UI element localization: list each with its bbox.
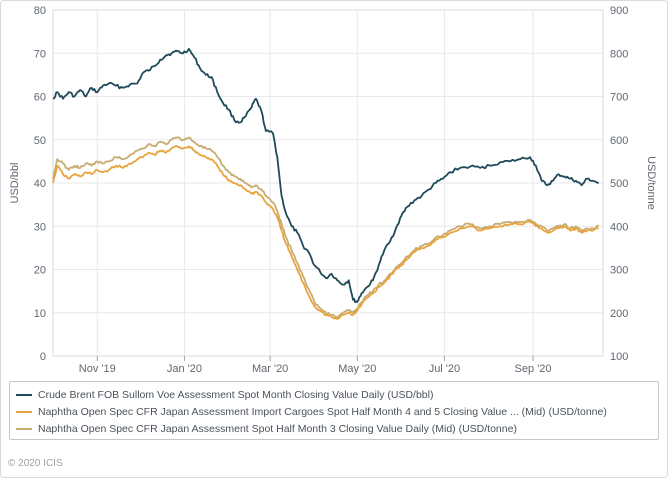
y-right-tick-label: 600 [610, 135, 628, 147]
legend: Crude Brent FOB Sullom Voe Assessment Sp… [9, 381, 659, 440]
x-tick-label: Jan '20 [167, 363, 202, 375]
legend-swatch [16, 394, 32, 396]
legend-swatch [16, 428, 32, 430]
y-left-tick-label: 80 [34, 5, 46, 17]
series-line-2[interactable] [52, 136, 600, 319]
legend-label: Crude Brent FOB Sullom Voe Assessment Sp… [38, 389, 434, 401]
legend-label: Naphtha Open Spec CFR Japan Assessment S… [38, 423, 517, 435]
y-left-tick-label: 60 [34, 92, 46, 104]
legend-item-naphtha-hm45[interactable]: Naphtha Open Spec CFR Japan Assessment I… [16, 404, 607, 420]
legend-item-brent[interactable]: Crude Brent FOB Sullom Voe Assessment Sp… [16, 387, 433, 403]
series-line-1[interactable] [52, 145, 599, 321]
y-left-tick-label: 40 [34, 178, 46, 190]
axis-ticks: 0 10 20 30 40 50 60 70 80 100 200 300 400 500 600 700 80… [34, 5, 629, 375]
y-left-axis-title: USD/bbl [9, 163, 21, 204]
x-tick-label: May '20 [338, 363, 376, 375]
series-lines [52, 48, 600, 321]
y-left-tick-label: 10 [34, 308, 46, 320]
y-left-tick-label: 50 [34, 135, 46, 147]
y-left-tick-label: 20 [34, 265, 46, 277]
y-left-tick-label: 30 [34, 221, 46, 233]
copyright-text: © 2020 ICIS [8, 458, 63, 469]
legend-label: Naphtha Open Spec CFR Japan Assessment I… [38, 406, 607, 418]
y-left-tick-label: 70 [34, 48, 46, 60]
y-right-tick-label: 700 [610, 92, 628, 104]
y-right-tick-label: 800 [610, 48, 628, 60]
y-right-tick-label: 300 [610, 265, 628, 277]
gridlines [52, 9, 604, 357]
y-right-tick-label: 200 [610, 308, 628, 320]
legend-swatch [16, 411, 32, 413]
y-right-tick-label: 500 [610, 178, 628, 190]
x-tick-label: Jul '20 [429, 363, 460, 375]
series-line-0[interactable] [52, 48, 599, 304]
x-tick-label: Sep '20 [515, 363, 552, 375]
y-right-tick-label: 400 [610, 221, 628, 233]
y-right-axis-title: USD/tonne [645, 156, 657, 210]
y-left-tick-label: 0 [40, 351, 46, 363]
x-tick-label: Mar '20 [252, 363, 288, 375]
y-right-tick-label: 100 [610, 351, 628, 363]
x-tick-label: Nov '19 [79, 363, 116, 375]
legend-item-naphtha-hm3[interactable]: Naphtha Open Spec CFR Japan Assessment S… [16, 421, 517, 437]
line-chart: 0 10 20 30 40 50 60 70 80 100 200 300 400 500 600 700 80… [9, 5, 657, 375]
y-right-tick-label: 900 [610, 5, 628, 17]
